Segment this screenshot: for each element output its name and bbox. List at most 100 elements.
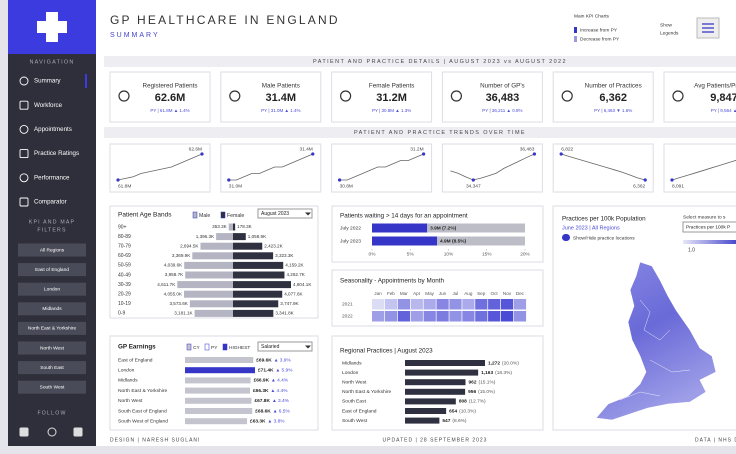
category-label: 80-89: [118, 234, 131, 240]
card: [331, 71, 433, 123]
filter-button[interactable]: [18, 243, 86, 257]
heat-cell: [372, 311, 385, 322]
category-label: South West of England: [118, 418, 168, 424]
trend-marker: [422, 152, 426, 156]
measure-label: Select measure to s: [683, 214, 726, 220]
category-label: North East & Yorkshire: [342, 389, 391, 395]
heat-cell: [397, 299, 410, 310]
dropdown-arrow: [305, 212, 311, 216]
map-title: Practices per 100k Population: [562, 216, 646, 223]
nav-item[interactable]: Comparator: [34, 199, 67, 206]
x-tick-label: 20%: [520, 251, 530, 257]
bar: [233, 300, 279, 308]
filter-button[interactable]: [18, 321, 86, 335]
nav-item[interactable]: Summary: [34, 78, 61, 85]
value-label: 547: [442, 418, 450, 424]
value-label: 4,804.1K: [293, 282, 312, 287]
dropdown[interactable]: [257, 208, 313, 219]
filter-button[interactable]: [18, 380, 86, 394]
bar: [185, 367, 255, 374]
legend-label: Decrease from PY: [580, 36, 620, 42]
bar: [177, 281, 233, 289]
filter-button[interactable]: [18, 341, 86, 355]
value-label: 3,747.9K: [280, 301, 299, 306]
kpi-icon: [672, 90, 684, 102]
nav-icon: [19, 173, 29, 183]
month-label: Aug: [464, 291, 473, 296]
share-label: (15.1%): [479, 379, 496, 385]
value-label: 956: [468, 389, 476, 395]
nav-item[interactable]: Appointments: [34, 126, 72, 133]
nav-title: NAVIGATION: [29, 59, 74, 65]
card: [663, 143, 736, 193]
category-label: 50-59: [118, 263, 131, 269]
dropdown[interactable]: [257, 341, 313, 352]
value-label: 4,077.6K: [284, 291, 303, 296]
category-label: July 2023: [340, 238, 361, 244]
heat-cell: [513, 311, 527, 322]
england-map[interactable]: [595, 261, 717, 421]
kpi-value: 62.6M: [155, 92, 186, 104]
social-icon[interactable]: [19, 427, 29, 437]
value-label: 3,573.6K: [169, 301, 188, 306]
category-label: South West: [342, 418, 368, 424]
change-label: ▲ 6.5%: [273, 408, 291, 414]
month-label: Sep: [477, 291, 486, 296]
dropdown-label: August 2023: [261, 211, 289, 217]
nav-icon: [19, 149, 29, 159]
filter-label: Midlands: [42, 306, 62, 312]
value-label: 1,396.3K: [196, 234, 215, 239]
card: [663, 71, 736, 123]
follow-title: FOLLOW: [37, 410, 66, 416]
scale-min-label: 1.0: [688, 247, 695, 253]
filter-label: London: [44, 286, 60, 292]
bar: [405, 398, 456, 405]
chart-title: Regional Practices | August 2023: [340, 348, 433, 355]
trend-label: 6,362: [633, 183, 645, 189]
month-label: Oct: [491, 291, 499, 296]
x-tick-label: 5%: [407, 251, 415, 257]
kpi-py: PY | 9,564 ▲: [711, 108, 736, 113]
change-label: ▲ 5.9%: [275, 367, 293, 373]
kpi-icon: [229, 90, 241, 102]
social-icon[interactable]: [47, 427, 57, 437]
trend-label: 6,822: [561, 146, 573, 152]
card: [331, 143, 433, 193]
bar: [233, 261, 284, 269]
heat-cell: [384, 311, 398, 322]
heat-cell: [475, 311, 488, 322]
heat-cell: [384, 299, 398, 310]
filter-button[interactable]: [18, 302, 86, 316]
change-label: ▲ 3.9%: [274, 357, 292, 363]
heat-cell: [423, 311, 436, 322]
legend-title: Main KPI Charts: [574, 13, 610, 19]
category-label: 60-69: [118, 253, 131, 259]
change-label: ▲ 3.8%: [268, 418, 286, 424]
legend-swatch: [574, 36, 577, 42]
filter-button[interactable]: [18, 361, 86, 375]
nav-item[interactable]: Performance: [34, 174, 70, 181]
value-label: 2,694.5K: [180, 243, 199, 248]
value-label: £67.8K: [254, 398, 270, 404]
nav-item[interactable]: Practice Ratings: [34, 150, 79, 157]
heat-cell: [397, 311, 410, 322]
measure-dropdown[interactable]: [682, 221, 736, 233]
map-boundaries: [619, 299, 691, 401]
filter-button[interactable]: [18, 282, 86, 296]
bar: [405, 417, 440, 424]
filter-button[interactable]: [18, 263, 86, 277]
kpi-icon: [118, 90, 130, 102]
value-label: 4,611.7K: [157, 282, 176, 287]
bar: [228, 223, 233, 231]
heat-cell: [449, 311, 462, 322]
legend-label: Female: [227, 213, 244, 219]
nav-item[interactable]: Workforce: [34, 102, 63, 109]
chart-title: Patient Age Bands: [118, 212, 172, 219]
share-label: (18.3%): [495, 370, 512, 376]
month-label: Dec: [516, 291, 525, 296]
card: [331, 205, 544, 263]
social-icon[interactable]: [73, 427, 83, 437]
bar: [185, 408, 253, 414]
nav-active-marker: [85, 74, 87, 88]
toggle-switch[interactable]: [562, 234, 570, 241]
